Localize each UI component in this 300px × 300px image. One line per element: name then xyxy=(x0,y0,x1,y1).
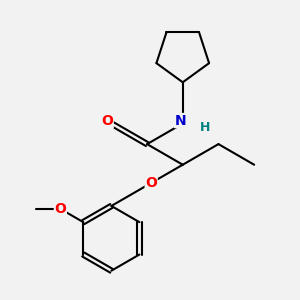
Text: H: H xyxy=(200,121,210,134)
Text: O: O xyxy=(145,176,157,190)
Text: N: N xyxy=(175,114,186,128)
Text: O: O xyxy=(54,202,66,216)
Text: O: O xyxy=(101,114,113,128)
